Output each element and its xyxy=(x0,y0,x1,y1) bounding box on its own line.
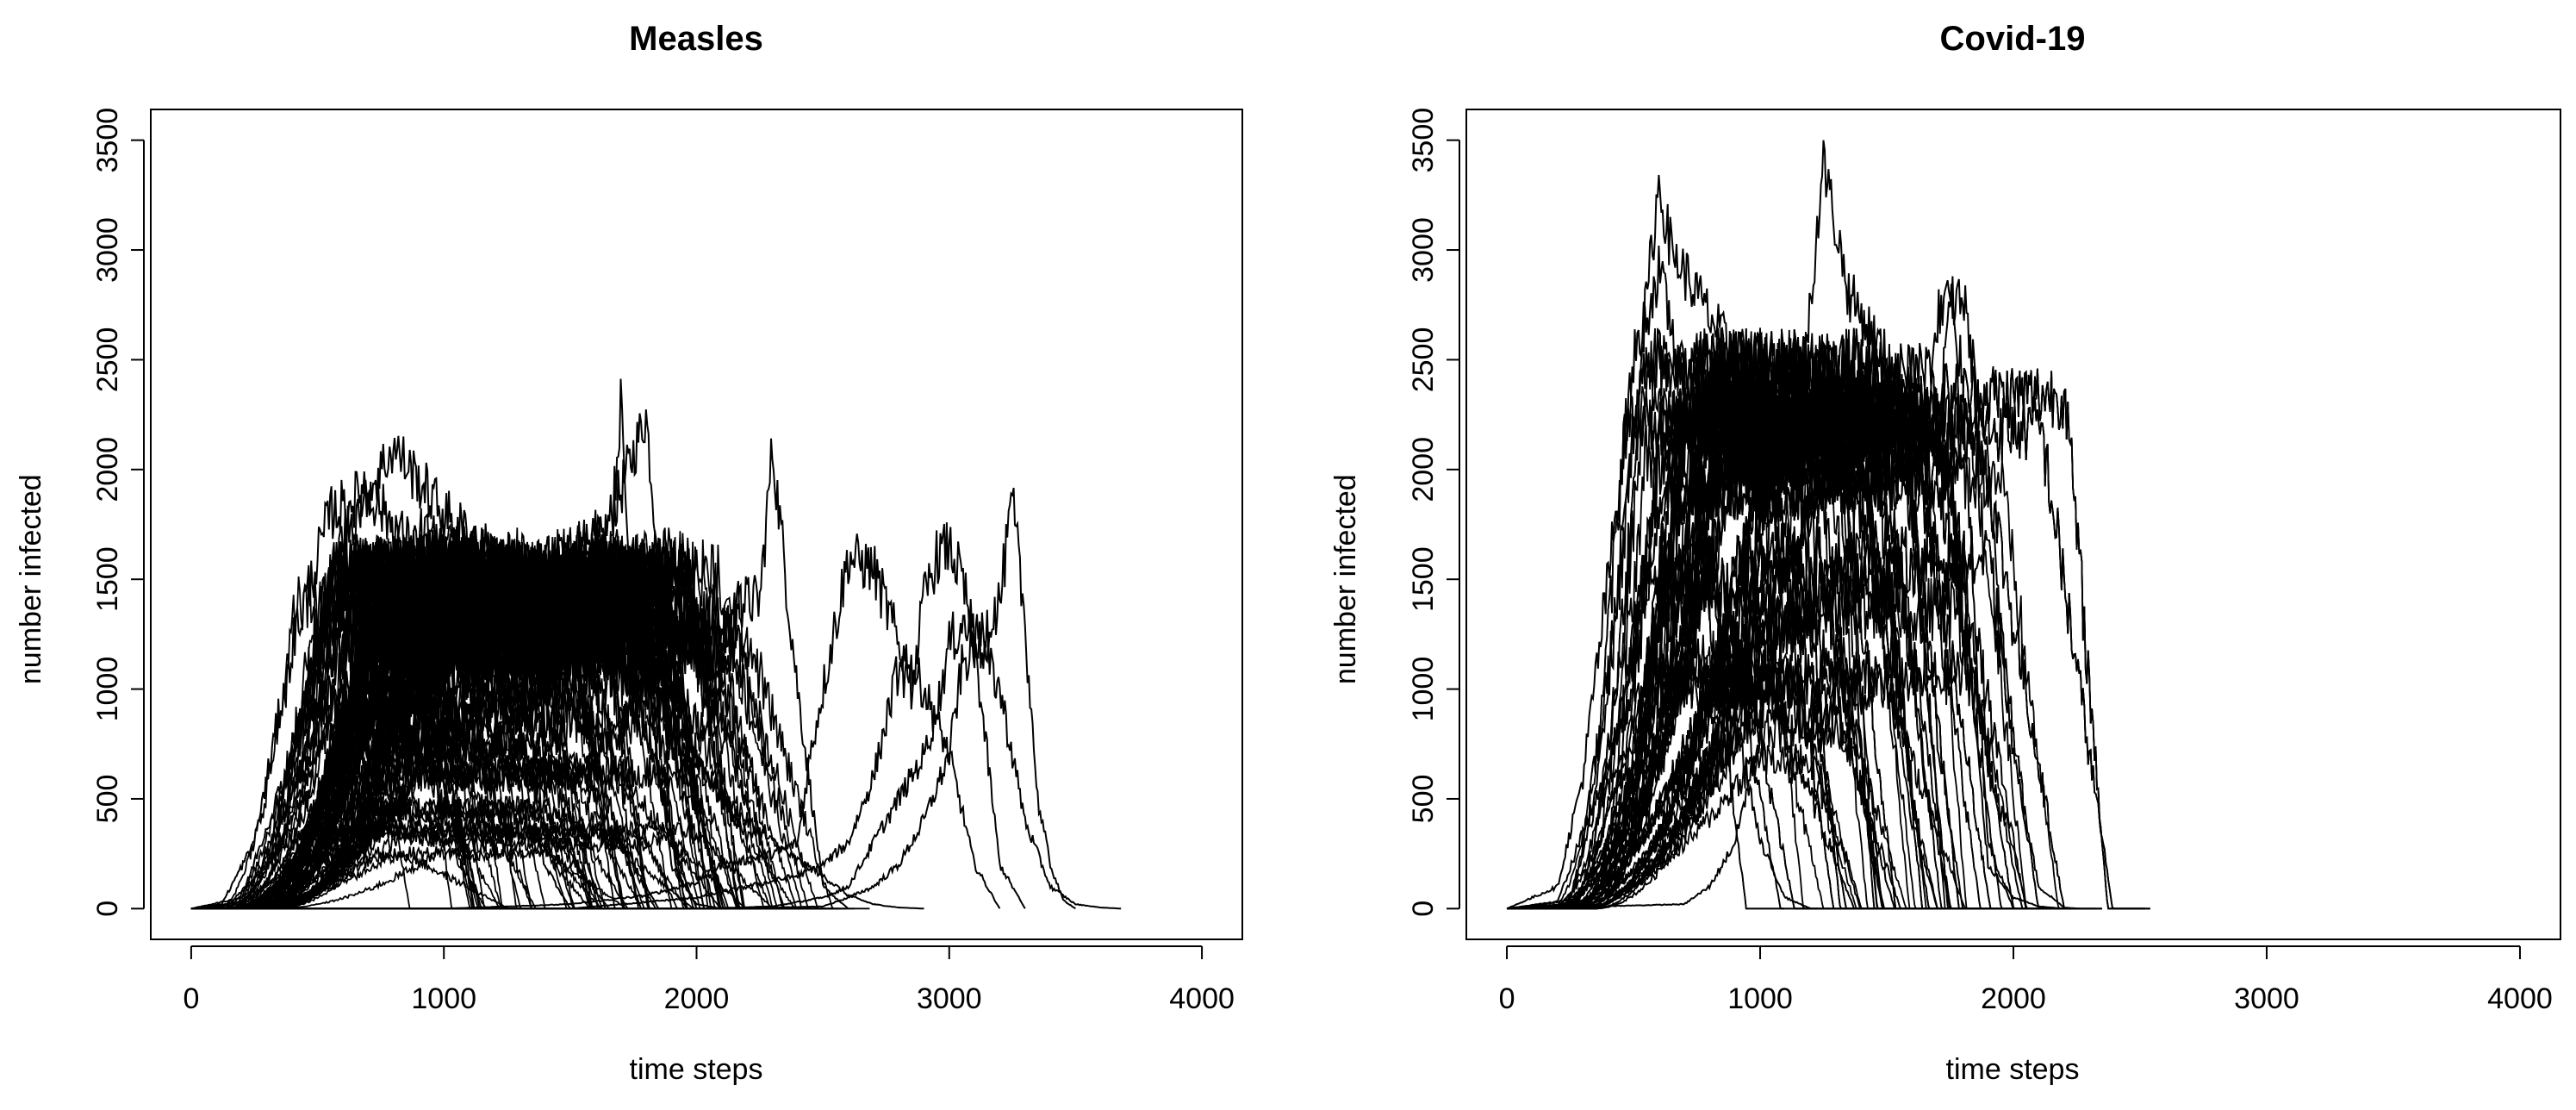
series-line xyxy=(1507,384,2028,910)
series-line xyxy=(1506,245,1812,910)
y-axis: 0 500 1000 1500 2000 2500 3000 3500 xyxy=(1407,108,1460,917)
x-tick-label: 2000 xyxy=(664,982,730,1015)
y-axis: 0 500 1000 1500 2000 2500 3000 3500 xyxy=(91,108,145,917)
x-tick-label: 0 xyxy=(1499,982,1515,1015)
series-line xyxy=(190,535,489,910)
series-line xyxy=(190,620,515,910)
y-tick-label: 3000 xyxy=(91,217,124,283)
y-axis-label: number infected xyxy=(15,474,47,684)
y-axis-label: number infected xyxy=(1329,474,1362,684)
y-tick-label: 1500 xyxy=(91,546,124,612)
y-tick-label: 500 xyxy=(91,775,124,824)
x-tick-label: 1000 xyxy=(411,982,476,1015)
series-line xyxy=(1507,526,2075,910)
y-tick-label: 1500 xyxy=(1407,546,1440,612)
y-tick-label: 0 xyxy=(1407,901,1440,917)
y-tick-label: 1000 xyxy=(91,657,124,722)
y-tick-label: 3500 xyxy=(91,108,124,173)
chart-title: Measles xyxy=(629,20,763,58)
y-tick-label: 500 xyxy=(1407,775,1440,824)
chart-panel-2: Covid-19 0 1000 2000 3000 4000 0 500 1000 1500 200… xyxy=(1329,20,2561,1086)
y-tick-label: 2000 xyxy=(91,437,124,502)
series-line xyxy=(190,757,757,910)
plot-frame xyxy=(1465,109,2561,940)
x-axis-label: time steps xyxy=(630,1053,763,1086)
x-tick-label: 0 xyxy=(183,982,199,1015)
x-axis: 0 1000 2000 3000 4000 xyxy=(1499,945,2553,1015)
y-tick-label: 0 xyxy=(91,901,124,917)
x-tick-label: 4000 xyxy=(1169,982,1235,1015)
x-tick-label: 3000 xyxy=(2234,982,2299,1015)
y-tick-label: 2000 xyxy=(1407,437,1440,502)
series-line xyxy=(190,574,554,910)
series-line xyxy=(190,649,759,910)
x-tick-label: 2000 xyxy=(1981,982,2046,1015)
y-tick-label: 2500 xyxy=(1407,327,1440,393)
x-tick-label: 3000 xyxy=(917,982,982,1015)
series-line xyxy=(1507,408,2102,910)
x-tick-label: 1000 xyxy=(1727,982,1793,1015)
x-tick-label: 4000 xyxy=(2487,982,2553,1015)
series-group xyxy=(190,378,1122,910)
y-tick-label: 3000 xyxy=(1407,217,1440,283)
series-line xyxy=(190,533,821,910)
x-axis: 0 1000 2000 3000 4000 xyxy=(183,945,1235,1015)
y-tick-label: 2500 xyxy=(91,327,124,393)
chart-panel-1: Measles 0 1000 2000 3000 4000 0 500 1000 1500 2000… xyxy=(15,20,1243,1086)
series-group xyxy=(1506,140,2150,910)
chart-title: Covid-19 xyxy=(1940,20,2086,58)
y-tick-label: 1000 xyxy=(1407,657,1440,722)
x-axis-label: time steps xyxy=(1946,1053,2080,1086)
plot-frame xyxy=(150,109,1243,940)
y-tick-label: 3500 xyxy=(1407,108,1440,173)
